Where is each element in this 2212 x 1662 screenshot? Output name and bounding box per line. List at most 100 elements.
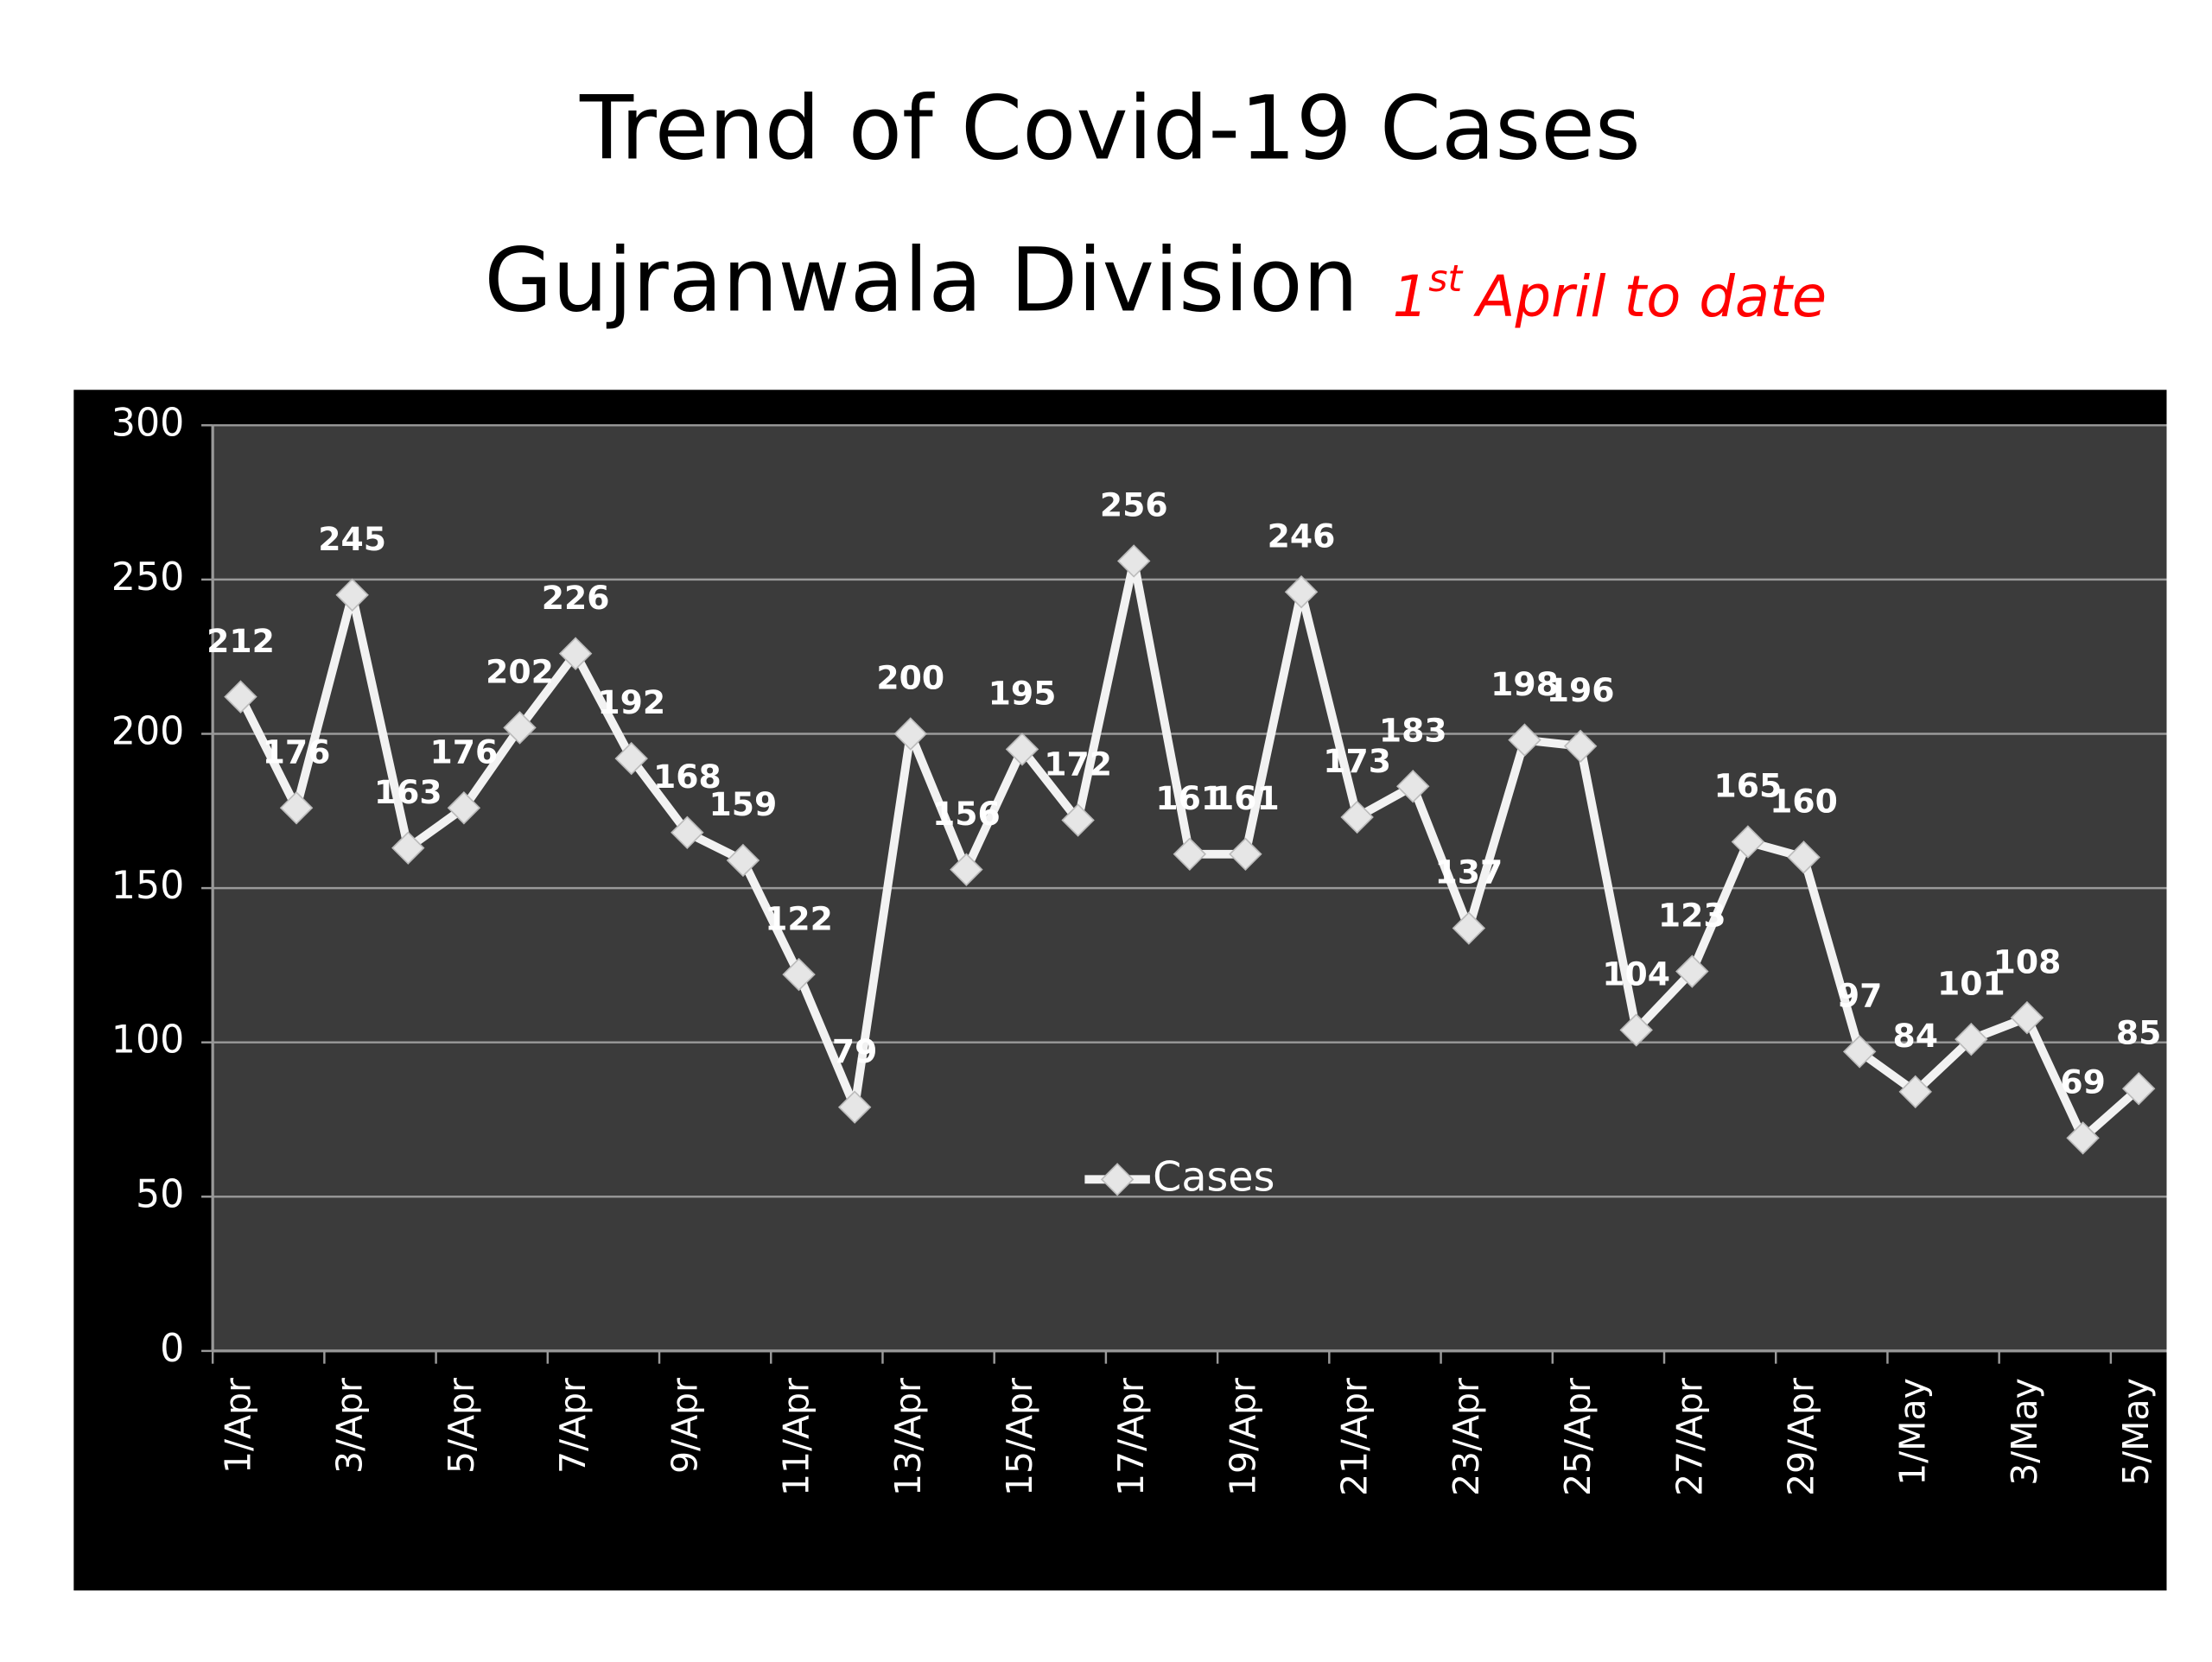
y-tick-label: 250 [111,555,185,599]
data-label: 161 [1155,779,1224,817]
y-tick-label: 50 [136,1172,184,1216]
x-tick-label: 1/Apr [217,1378,258,1474]
data-point [1396,770,1430,803]
x-tick-label: 23/Apr [1446,1378,1487,1496]
data-label: 168 [653,758,721,796]
data-label: 159 [709,785,778,823]
x-tick-label: 21/Apr [1334,1378,1376,1496]
data-point [782,957,816,992]
data-label: 122 [765,899,833,937]
data-label: 183 [1379,711,1447,749]
data-point [1619,1013,1653,1047]
chart-title: Trend of Covid-19 Cases [579,78,1641,180]
x-tick-label: 27/Apr [1669,1378,1710,1496]
data-point [1675,955,1709,988]
data-label: 69 [2060,1063,2106,1101]
data-label: 85 [2116,1013,2162,1051]
data-label: 163 [374,773,442,811]
subtitle-part: April to date [1473,264,1827,330]
data-label: 104 [1602,955,1670,993]
data-point [279,791,314,825]
data-label: 212 [207,622,275,660]
chart-title: Gujranwala Division [484,229,1358,331]
data-point [1787,841,1821,874]
chart-subtitle: 1st April to date [1392,257,1827,330]
data-label: 226 [542,579,610,617]
x-tick-label: 17/Apr [1110,1378,1152,1496]
data-point [1173,837,1207,872]
data-label: 245 [318,520,386,558]
x-tick-label: 7/Apr [552,1378,594,1474]
data-point [1731,825,1765,859]
data-point [1005,733,1039,766]
data-label: 200 [876,659,944,697]
x-tick-label: 15/Apr [999,1378,1040,1496]
data-label: 176 [263,733,331,771]
data-point [1508,723,1541,757]
data-point [503,711,537,745]
data-point [1229,837,1262,872]
data-label: 172 [1044,745,1112,783]
x-tick-label: 5/Apr [441,1378,482,1474]
data-point [837,1090,872,1124]
data-point [224,680,257,714]
data-label: 123 [1658,897,1726,935]
data-label: 202 [486,653,554,691]
data-point [614,741,648,776]
x-tick-label: 9/Apr [664,1378,705,1474]
data-label: 137 [1434,853,1503,891]
data-point [950,853,983,886]
data-label: 173 [1323,742,1391,780]
data-label: 165 [1714,767,1783,805]
data-point [671,815,704,850]
data-label: 198 [1491,665,1559,703]
data-point [1452,911,1486,945]
data-point [1116,544,1151,578]
data-point [1842,1035,1877,1069]
y-tick-label: 200 [111,710,185,754]
data-point [726,843,760,878]
data-label: 108 [1993,942,2062,980]
subtitle-part: st [1428,257,1464,300]
data-point [1340,800,1374,834]
data-label: 84 [1892,1017,1938,1055]
x-tick-label: 3/Apr [329,1378,371,1474]
y-tick-label: 150 [111,864,185,908]
data-label: 97 [1837,977,1883,1015]
data-point [391,831,425,865]
x-tick-label: 19/Apr [1222,1378,1263,1496]
data-label: 192 [597,683,665,721]
data-label: 176 [430,733,499,771]
data-label: 246 [1268,517,1336,555]
data-point [1955,1022,1988,1056]
data-point [2066,1121,2100,1155]
data-point [893,717,927,751]
data-label: 156 [932,795,1001,833]
data-point [2121,1072,2156,1106]
data-point [447,791,481,825]
data-point [1061,803,1095,837]
data-point [1284,574,1319,609]
subtitle-part: 1 [1392,264,1428,330]
legend-label: Cases [1153,1153,1274,1201]
data-label: 256 [1100,486,1168,524]
data-label: 160 [1770,783,1838,821]
x-tick-label: 3/May [2004,1378,2045,1486]
data-point [1898,1075,1932,1109]
data-label: 161 [1211,779,1280,817]
data-label: 79 [832,1032,878,1070]
x-tick-label: 29/Apr [1781,1378,1822,1496]
x-tick-label: 5/May [2115,1378,2157,1486]
data-point [335,578,369,612]
data-label: 101 [1937,964,2005,1002]
x-tick-label: 11/Apr [776,1378,817,1496]
data-label: 196 [1547,671,1615,709]
y-tick-label: 300 [111,401,185,445]
x-tick-label: 1/May [1892,1378,1934,1486]
y-tick-label: 100 [111,1018,185,1063]
data-label: 195 [988,675,1057,713]
data-point [558,637,593,670]
x-tick-label: 13/Apr [887,1378,929,1496]
